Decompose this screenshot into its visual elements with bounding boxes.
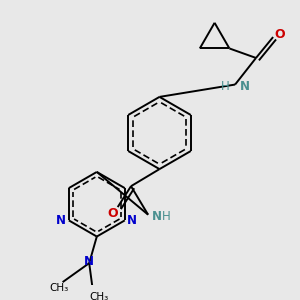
Text: N: N bbox=[240, 80, 250, 93]
Text: N: N bbox=[128, 214, 137, 227]
Text: O: O bbox=[274, 28, 285, 41]
Text: H: H bbox=[221, 80, 230, 93]
Text: N: N bbox=[84, 255, 94, 268]
Text: O: O bbox=[108, 207, 118, 220]
Text: CH₃: CH₃ bbox=[89, 292, 108, 300]
Text: N: N bbox=[56, 214, 66, 227]
Text: N: N bbox=[152, 210, 162, 223]
Text: H: H bbox=[162, 210, 171, 223]
Text: CH₃: CH₃ bbox=[49, 283, 68, 293]
